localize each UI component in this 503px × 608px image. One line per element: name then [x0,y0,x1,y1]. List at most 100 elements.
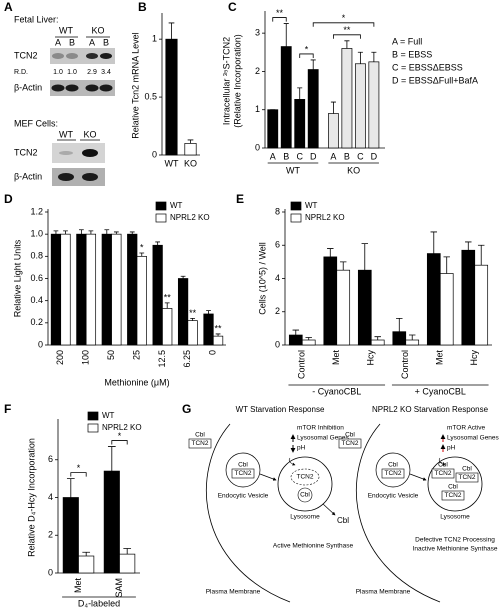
error-bar [305,337,312,341]
x-tick-label: Control [297,350,307,379]
diagram-title: NPRL2 KO Starvation Response [372,405,489,414]
y-axis-label: Relative Tcn2 mRNA Level [130,32,140,138]
bar [474,264,489,346]
outcome-label: Active Methionine Synthase [273,543,354,550]
significance: ** [164,292,172,302]
error-bar [344,40,350,49]
y-tick-label: 0.6 [30,273,43,283]
bar [354,63,366,149]
x-tick-label: 25 [131,350,141,360]
bar [85,233,97,346]
legend-note: B = EBSS [392,49,432,59]
bar [280,46,292,149]
error-bar [104,229,110,235]
x-tick-label: D [371,151,378,161]
x-tick-label: 50 [106,350,116,360]
error-bar [374,336,381,341]
section-title: Fetal Liver: [14,14,59,24]
x-axis-label: Methionine (μM) [104,377,169,387]
tcn2-box [338,438,362,449]
x-tick-label: Met [73,578,83,594]
bar [136,255,147,346]
x-tick-label: Hcy [366,350,376,366]
x-tick-label: 12.5 [157,350,167,368]
y-tick-label: 6 [48,454,53,464]
significance-bracket [333,34,361,39]
blot-band [99,84,113,92]
error-bar [123,548,132,555]
error-bar [215,333,221,337]
blot [52,143,105,163]
plasma-membrane [356,423,441,603]
blot [50,80,115,96]
error-bar [78,229,84,235]
y-tick-label: 0.8 [30,251,43,261]
error-bar [408,334,416,341]
arrow [259,473,277,481]
bar [307,69,319,149]
signal-label: pH [447,445,456,452]
error-bar [164,302,170,309]
error-bar [477,244,485,266]
bar [439,273,454,346]
panel-label: D [4,192,13,206]
signal-label: mTOR Inhibition [297,425,344,432]
bar [336,269,351,346]
x-tick-label: Met [435,350,445,366]
y-axis-label: Cells (10^5) / Well [257,242,267,315]
bar [370,339,385,346]
error-bar [168,22,175,40]
x-tick-label: B [344,151,350,161]
x-tick-label: 100 [81,350,91,365]
error-bar [371,51,377,62]
error-bar [63,230,68,235]
cbl-label: Cbl [238,462,248,469]
y-tick-label: 4 [48,492,53,502]
significance-bracket [272,17,287,22]
legend-label: WT [305,201,318,210]
y-tick-label: 2 [275,306,280,316]
bar [392,331,407,346]
bar [267,109,279,149]
blot-band [65,84,79,92]
cbl-label: Cbl [388,462,398,469]
error-bar [206,310,211,314]
y-tick-label: 1 [255,104,260,114]
cbl-label: Cbl [195,432,205,439]
bar [288,334,303,346]
tcn2-label: TCN2 [445,492,462,499]
bar [187,320,198,346]
error-bar [297,87,303,100]
significance: * [342,13,346,23]
outcome-label: Defective TCN2 Processing [415,537,495,544]
x-tick-label: A [330,151,336,161]
cbl-label: Cbl [345,432,355,439]
x-tick-label: B [283,151,289,161]
panel-label: B [138,0,147,14]
legend-label: NPRL2 KO [170,213,210,222]
tcn2-label: TCN2 [192,440,209,447]
blot-row-label: β-Actin [14,171,42,181]
bar [405,339,420,346]
blot-band [52,53,64,59]
bar [50,233,62,346]
diagram-title: WT Starvation Response [236,405,325,414]
genotype-label: KO [83,129,96,139]
error-bar [443,256,450,274]
significance: * [305,44,309,54]
significance: * [77,463,81,473]
y-axis-label: Intracellular ³⁵S-TCN2 [221,37,231,125]
blot-band [58,173,74,181]
cbl-label: Cbl [337,516,349,525]
bar [162,308,173,346]
y-tick-label: 0.4 [30,295,43,305]
error-bar [82,551,91,557]
blot-row-label: TCN2 [14,147,38,157]
bar [426,253,441,346]
panel-label: A [4,0,13,14]
blot-band [85,84,99,92]
signal-label: Lysosomal Genes [297,435,350,442]
blot-band [86,53,98,59]
